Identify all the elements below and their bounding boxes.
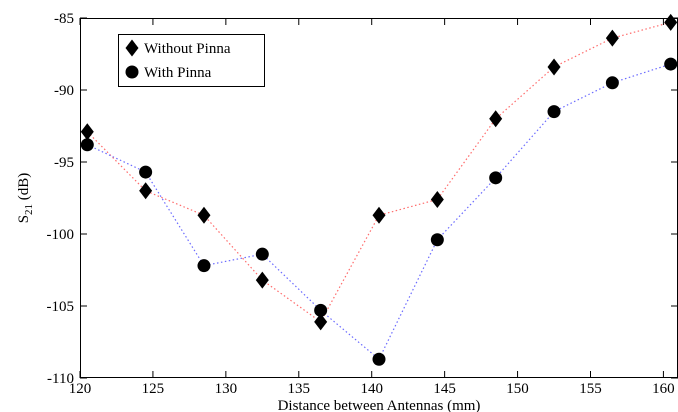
y-tick-label: -105 bbox=[47, 299, 75, 315]
x-axis-ticks: 120 125 130 135 140 145 150 155 160 bbox=[69, 18, 675, 397]
x-tick-label: 155 bbox=[579, 381, 602, 397]
data-point-diamond bbox=[430, 190, 444, 208]
series-lines bbox=[86, 21, 671, 361]
data-point-circle bbox=[139, 165, 153, 179]
data-point-circle bbox=[255, 247, 269, 261]
data-point-circle bbox=[80, 138, 94, 152]
data-point-diamond bbox=[139, 182, 153, 200]
y-tick-label: -85 bbox=[54, 11, 74, 27]
y-axis-ticks: -110 -105 -100 -95 -90 -85 bbox=[47, 11, 678, 387]
y-axis-label-unit: (dB) bbox=[16, 173, 32, 204]
y-tick-label: -90 bbox=[54, 83, 74, 99]
y-tick-label: -100 bbox=[47, 227, 75, 243]
data-point-circle bbox=[489, 171, 503, 185]
y-axis-label-subscript: 21 bbox=[23, 204, 35, 215]
series-line-0 bbox=[86, 21, 671, 323]
data-point-circle bbox=[314, 303, 328, 317]
data-point-diamond bbox=[255, 271, 269, 289]
y-tick-label: -110 bbox=[47, 371, 74, 387]
x-axis-label: Distance between Antennas (mm) bbox=[278, 398, 481, 412]
legend-box bbox=[118, 34, 265, 87]
x-tick-label: 130 bbox=[215, 381, 238, 397]
y-tick-label: -95 bbox=[54, 155, 74, 171]
x-tick-label: 160 bbox=[652, 381, 675, 397]
legend: Without Pinna With Pinna bbox=[118, 34, 265, 87]
x-tick-label: 125 bbox=[142, 381, 165, 397]
x-tick-label: 120 bbox=[69, 381, 92, 397]
data-point-diamond bbox=[372, 206, 386, 224]
legend-marker-circle bbox=[125, 65, 139, 79]
data-point-diamond bbox=[197, 206, 211, 224]
x-tick-label: 145 bbox=[433, 381, 456, 397]
data-point-diamond bbox=[80, 123, 94, 141]
legend-label: With Pinna bbox=[144, 65, 212, 81]
data-point-diamond bbox=[314, 313, 328, 331]
data-point-diamond bbox=[605, 29, 619, 47]
data-point-diamond bbox=[664, 13, 678, 31]
data-point-circle bbox=[664, 57, 678, 71]
legend-marker-diamond bbox=[125, 39, 139, 57]
data-point-circle bbox=[197, 259, 211, 273]
data-point-circle bbox=[547, 105, 561, 119]
y-axis-label-main: S bbox=[16, 215, 32, 223]
data-point-diamond bbox=[547, 58, 561, 76]
data-point-circle bbox=[430, 233, 444, 247]
data-point-circle bbox=[605, 76, 619, 90]
x-tick-label: 140 bbox=[360, 381, 383, 397]
data-point-diamond bbox=[489, 110, 503, 128]
data-point-circle bbox=[372, 352, 386, 366]
x-tick-label: 150 bbox=[506, 381, 529, 397]
y-axis-label: S21 (dB) bbox=[16, 173, 35, 224]
legend-label: Without Pinna bbox=[144, 41, 231, 57]
x-tick-label: 135 bbox=[288, 381, 311, 397]
